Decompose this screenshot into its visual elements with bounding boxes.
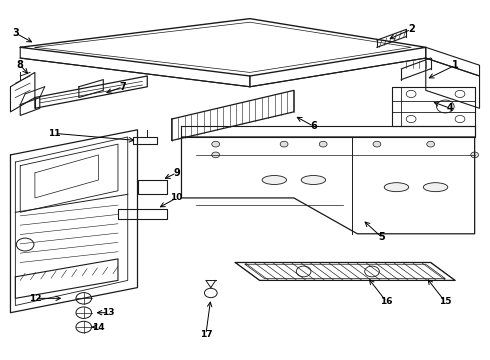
Circle shape	[406, 116, 416, 123]
Circle shape	[427, 141, 435, 147]
Circle shape	[373, 141, 381, 147]
Circle shape	[212, 141, 220, 147]
Text: 3: 3	[12, 28, 19, 38]
Circle shape	[204, 288, 217, 298]
Text: 8: 8	[17, 60, 24, 70]
Text: 16: 16	[380, 297, 393, 306]
Ellipse shape	[301, 176, 326, 184]
Text: 2: 2	[408, 24, 415, 35]
Text: 14: 14	[92, 323, 105, 332]
Ellipse shape	[384, 183, 409, 192]
Text: 15: 15	[439, 297, 452, 306]
Circle shape	[319, 141, 327, 147]
Text: 4: 4	[447, 103, 454, 113]
Ellipse shape	[423, 183, 448, 192]
Circle shape	[406, 90, 416, 98]
Circle shape	[76, 293, 92, 304]
Text: 13: 13	[102, 308, 115, 317]
Text: 7: 7	[120, 82, 126, 92]
Circle shape	[76, 321, 92, 333]
Text: 17: 17	[199, 330, 212, 339]
Ellipse shape	[262, 176, 287, 184]
Circle shape	[212, 152, 220, 158]
Text: 9: 9	[173, 168, 180, 178]
Text: 5: 5	[378, 232, 385, 242]
Circle shape	[280, 141, 288, 147]
Text: 10: 10	[171, 193, 183, 202]
Text: 12: 12	[28, 294, 41, 303]
Circle shape	[455, 116, 465, 123]
Circle shape	[471, 152, 479, 158]
Circle shape	[365, 266, 379, 277]
Circle shape	[76, 307, 92, 319]
Circle shape	[455, 90, 465, 98]
Text: 11: 11	[48, 129, 61, 138]
Text: 1: 1	[452, 60, 459, 70]
Text: 6: 6	[310, 121, 317, 131]
Circle shape	[296, 266, 311, 277]
